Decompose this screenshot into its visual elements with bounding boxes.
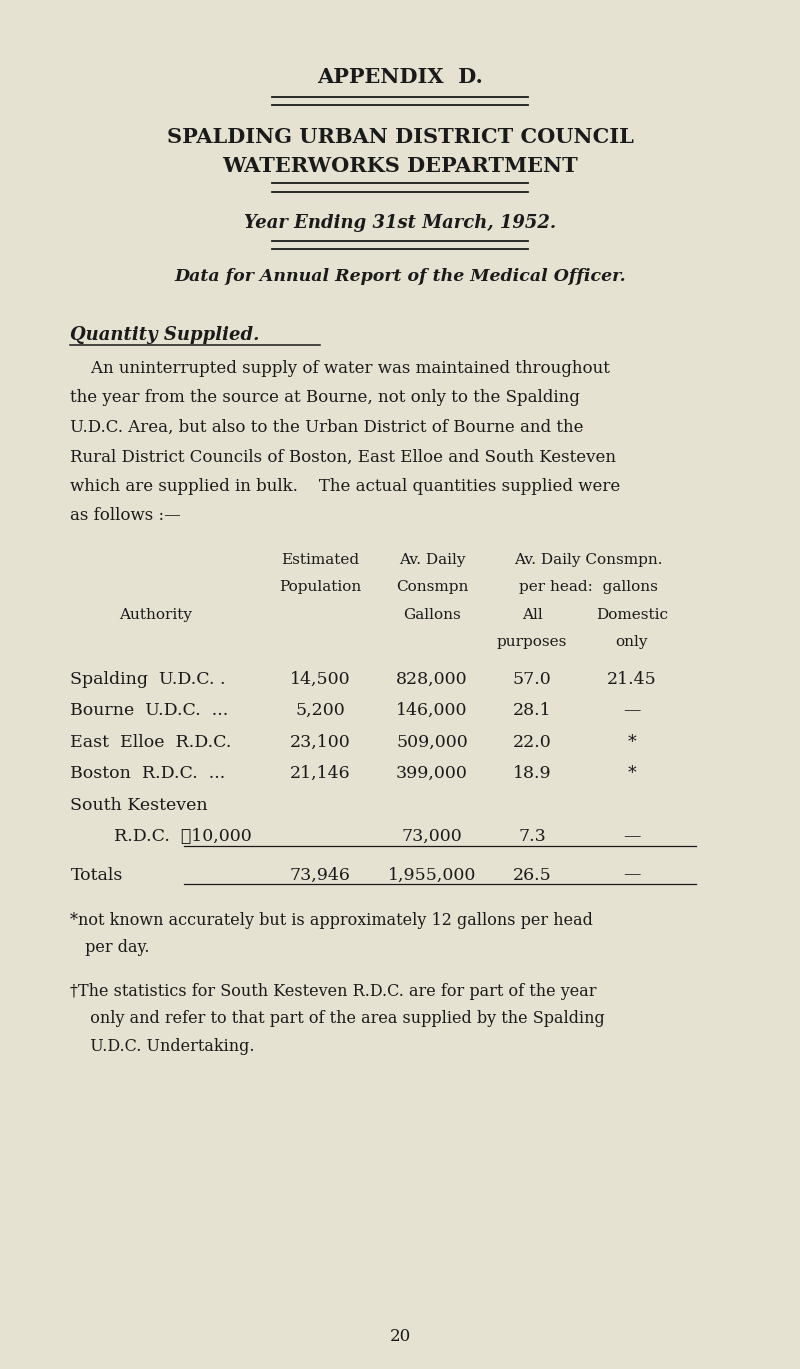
Text: Authority: Authority	[119, 608, 193, 622]
Text: Bourne  U.D.C.  ...: Bourne U.D.C. ...	[70, 702, 229, 719]
Text: Rural District Councils of Boston, East Elloe and South Kesteven: Rural District Councils of Boston, East …	[70, 448, 616, 465]
Text: *: *	[628, 765, 636, 782]
Text: *not known accurately but is approximately 12 gallons per head: *not known accurately but is approximate…	[70, 912, 594, 928]
Text: South Kesteven: South Kesteven	[70, 797, 208, 813]
Text: Consmpn: Consmpn	[396, 580, 468, 594]
Text: 20: 20	[390, 1328, 410, 1344]
Text: U.D.C. Undertaking.: U.D.C. Undertaking.	[80, 1038, 254, 1054]
Text: APPENDIX  D.: APPENDIX D.	[317, 67, 483, 88]
Text: 18.9: 18.9	[513, 765, 551, 782]
Text: 73,946: 73,946	[290, 867, 350, 883]
Text: 14,500: 14,500	[290, 671, 350, 687]
Text: 1,955,000: 1,955,000	[388, 867, 476, 883]
Text: purposes: purposes	[497, 635, 567, 649]
Text: as follows :—: as follows :—	[70, 507, 181, 524]
Text: Totals: Totals	[70, 867, 122, 883]
Text: SPALDING URBAN DISTRICT COUNCIL: SPALDING URBAN DISTRICT COUNCIL	[166, 127, 634, 148]
Text: 73,000: 73,000	[402, 828, 462, 845]
Text: 509,000: 509,000	[396, 734, 468, 750]
Text: Domestic: Domestic	[596, 608, 668, 622]
Text: the year from the source at Bourne, not only to the Spalding: the year from the source at Bourne, not …	[70, 389, 580, 407]
Text: 5,200: 5,200	[295, 702, 345, 719]
Text: Av. Daily Consmpn.: Av. Daily Consmpn.	[514, 553, 662, 567]
Text: —: —	[623, 867, 641, 883]
Text: U.D.C. Area, but also to the Urban District of Bourne and the: U.D.C. Area, but also to the Urban Distr…	[70, 419, 584, 435]
Text: 828,000: 828,000	[396, 671, 468, 687]
Text: —: —	[623, 702, 641, 719]
Text: Av. Daily: Av. Daily	[398, 553, 466, 567]
Text: 23,100: 23,100	[290, 734, 350, 750]
Text: only and refer to that part of the area supplied by the Spalding: only and refer to that part of the area …	[80, 1010, 605, 1027]
Text: per day.: per day.	[80, 939, 150, 956]
Text: 21,146: 21,146	[290, 765, 350, 782]
Text: †The statistics for South Kesteven R.D.C. are for part of the year: †The statistics for South Kesteven R.D.C…	[70, 983, 597, 999]
Text: Estimated: Estimated	[281, 553, 359, 567]
Text: per head:  gallons: per head: gallons	[518, 580, 658, 594]
Text: 26.5: 26.5	[513, 867, 551, 883]
Text: All: All	[522, 608, 542, 622]
Text: 22.0: 22.0	[513, 734, 551, 750]
Text: which are supplied in bulk.    The actual quantities supplied were: which are supplied in bulk. The actual q…	[70, 478, 621, 494]
Text: R.D.C.  ✐10,000: R.D.C. ✐10,000	[70, 828, 252, 845]
Text: 21.45: 21.45	[607, 671, 657, 687]
Text: Spalding  U.D.C. .: Spalding U.D.C. .	[70, 671, 226, 687]
Text: 28.1: 28.1	[513, 702, 551, 719]
Text: 57.0: 57.0	[513, 671, 551, 687]
Text: *: *	[628, 734, 636, 750]
Text: Year Ending 31st March, 1952.: Year Ending 31st March, 1952.	[244, 214, 556, 231]
Text: An uninterrupted supply of water was maintained throughout: An uninterrupted supply of water was mai…	[70, 360, 610, 376]
Text: Population: Population	[279, 580, 361, 594]
Text: 146,000: 146,000	[396, 702, 468, 719]
Text: Quantity Supplied.: Quantity Supplied.	[70, 326, 260, 344]
Text: Boston  R.D.C.  ...: Boston R.D.C. ...	[70, 765, 226, 782]
Text: 399,000: 399,000	[396, 765, 468, 782]
Text: —: —	[623, 828, 641, 845]
Text: WATERWORKS DEPARTMENT: WATERWORKS DEPARTMENT	[222, 156, 578, 177]
Text: 7.3: 7.3	[518, 828, 546, 845]
Text: Data for Annual Report of the Medical Officer.: Data for Annual Report of the Medical Of…	[174, 268, 626, 285]
Text: East  Elloe  R.D.C.: East Elloe R.D.C.	[70, 734, 232, 750]
Text: only: only	[616, 635, 648, 649]
Text: Gallons: Gallons	[403, 608, 461, 622]
